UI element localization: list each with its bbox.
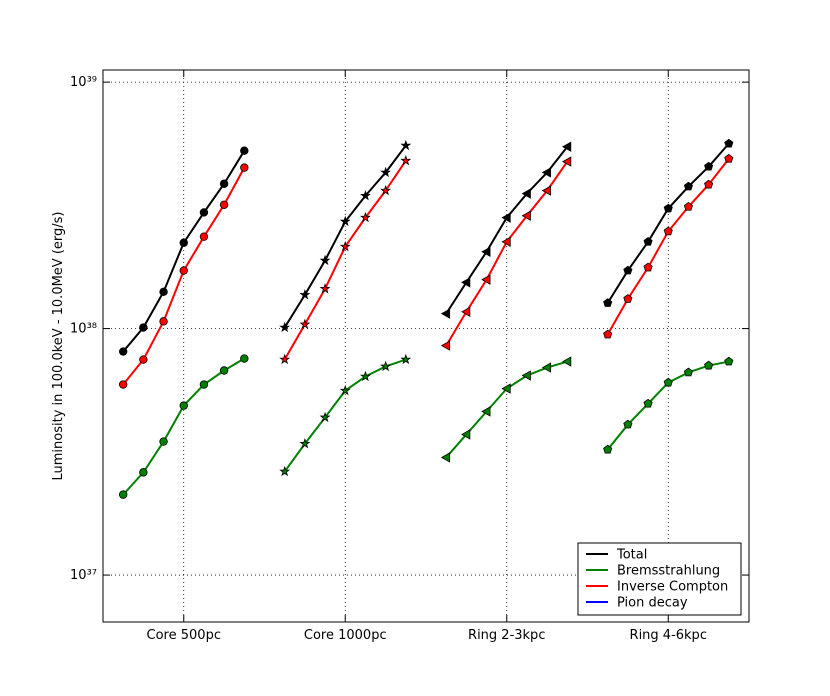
marker	[199, 380, 209, 389]
marker	[118, 347, 128, 356]
y-axis-label: Luminosity in 100.0keV - 10.0MeV (erg/s)	[51, 212, 66, 481]
marker	[623, 419, 633, 429]
marker	[643, 237, 653, 246]
marker	[339, 215, 351, 227]
marker	[279, 321, 291, 333]
marker	[139, 468, 148, 477]
legend-label: Pion decay	[617, 596, 688, 611]
marker	[359, 370, 371, 382]
y-tick-label: 10³⁸	[70, 322, 97, 337]
marker	[219, 179, 229, 188]
marker	[663, 203, 673, 213]
marker	[219, 200, 229, 209]
marker	[199, 232, 209, 241]
plot-frame	[102, 69, 750, 623]
marker	[339, 384, 351, 396]
marker	[541, 167, 552, 178]
marker	[704, 161, 714, 171]
marker	[319, 254, 331, 266]
legend-label: Total	[616, 548, 647, 563]
marker	[521, 210, 531, 221]
marker	[319, 283, 331, 294]
marker	[663, 226, 673, 236]
marker	[704, 179, 714, 189]
marker	[159, 317, 168, 326]
marker	[240, 146, 249, 155]
x-tick-label: Ring 4-6kpc	[630, 628, 707, 643]
marker	[704, 360, 714, 370]
marker	[299, 438, 311, 449]
marker	[400, 154, 412, 166]
marker	[461, 306, 471, 317]
marker	[179, 238, 188, 247]
x-tick-label: Core 500pc	[147, 628, 221, 643]
marker	[683, 367, 694, 377]
legend-label: Bremsstrahlung	[617, 564, 720, 579]
marker	[561, 141, 572, 152]
marker	[380, 166, 392, 178]
marker	[724, 153, 734, 163]
marker	[541, 185, 552, 196]
marker	[603, 329, 613, 339]
marker	[380, 184, 392, 196]
marker	[118, 380, 128, 389]
marker	[521, 188, 531, 199]
marker	[623, 294, 633, 303]
marker	[159, 437, 168, 446]
marker	[724, 138, 734, 148]
marker	[561, 356, 572, 367]
marker	[603, 444, 613, 454]
marker	[481, 246, 491, 257]
marker	[561, 156, 572, 167]
marker	[240, 354, 249, 363]
marker	[461, 277, 471, 288]
marker	[501, 236, 511, 247]
marker	[724, 356, 734, 366]
marker	[380, 360, 392, 372]
marker	[501, 383, 511, 394]
marker	[461, 429, 471, 440]
marker	[400, 139, 412, 151]
marker	[359, 190, 371, 201]
y-tick-label: 10³⁷	[70, 568, 97, 583]
marker	[319, 411, 331, 423]
marker	[179, 266, 188, 275]
marker	[440, 452, 451, 463]
marker	[159, 287, 168, 297]
marker	[279, 465, 291, 477]
marker	[179, 401, 188, 410]
marker	[299, 289, 311, 300]
marker	[400, 353, 412, 365]
x-tick-label: Ring 2-3kpc	[468, 628, 545, 643]
marker	[603, 298, 613, 307]
marker	[683, 202, 694, 211]
marker	[299, 318, 311, 330]
marker	[359, 211, 371, 223]
marker	[643, 262, 653, 272]
marker	[279, 353, 291, 365]
marker	[139, 355, 148, 364]
marker	[663, 377, 673, 387]
marker	[139, 323, 148, 332]
marker	[240, 163, 249, 172]
marker	[339, 240, 351, 252]
marker	[501, 212, 511, 223]
marker	[118, 490, 128, 499]
marker	[683, 181, 694, 191]
marker	[440, 308, 451, 319]
marker	[643, 398, 653, 408]
marker	[541, 362, 552, 373]
marker	[481, 406, 491, 417]
marker	[440, 340, 451, 351]
marker	[199, 208, 209, 217]
x-tick-label: Core 1000pc	[304, 628, 387, 643]
marker	[623, 265, 633, 275]
marker	[481, 274, 491, 285]
marker	[219, 366, 229, 375]
legend-label: Inverse Compton	[617, 580, 728, 595]
y-tick-label: 10³⁹	[70, 75, 97, 90]
marker	[521, 370, 531, 381]
